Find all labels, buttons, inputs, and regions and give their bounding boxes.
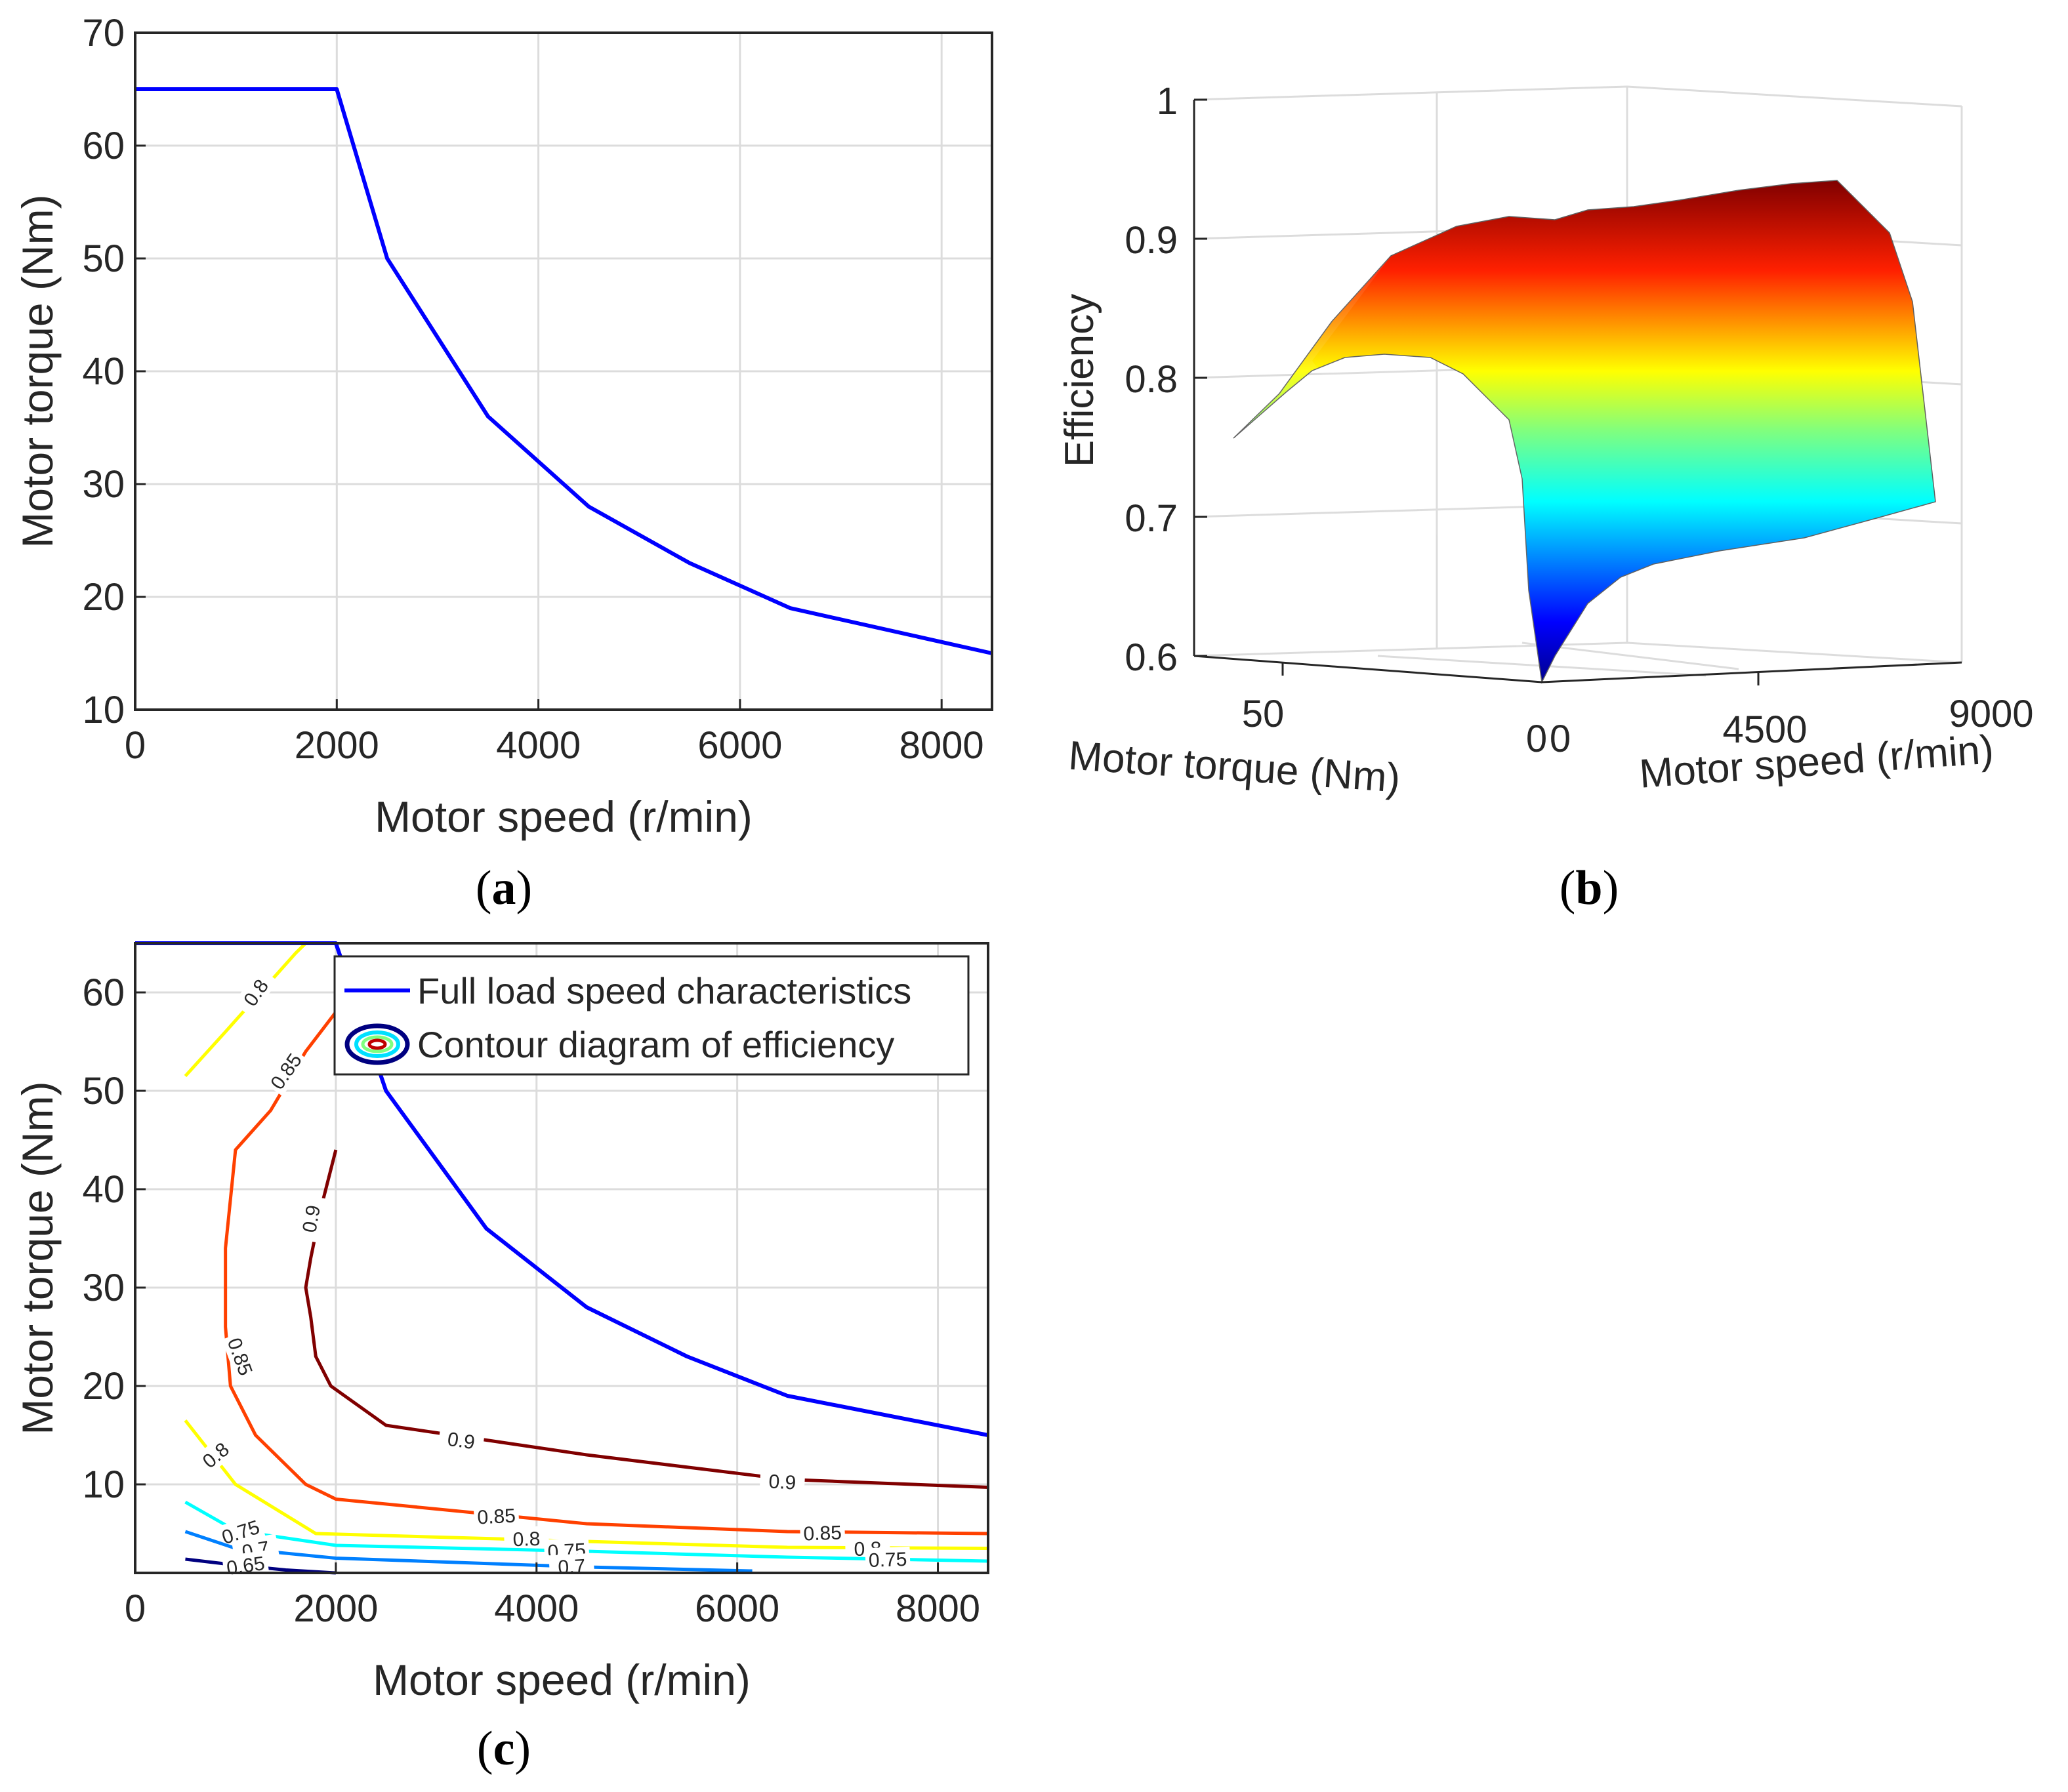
- contour-label-0.9: 0.9: [295, 1194, 327, 1243]
- contour-label-text: 0.85: [477, 1505, 516, 1528]
- panel-a-ytick-label: 50: [82, 237, 125, 280]
- contour-label-bg: [800, 1520, 846, 1545]
- panel-b-surface: [1233, 180, 1936, 684]
- panel-c-xtick-label: 8000: [896, 1587, 980, 1630]
- panel-a-ytick-label: 20: [82, 576, 125, 619]
- panel-b-z-ticks: [1194, 98, 1760, 685]
- contour-label-0.85: 0.85: [800, 1520, 846, 1545]
- panel-b-surface-chart: 0.6 0.7 0.8 0.9 1 Efficiency 50 0 0 4500…: [1057, 80, 2034, 915]
- panel-c-axes-box: [134, 942, 989, 1574]
- contour-label-bg: [190, 1431, 240, 1478]
- panel-b-y-axis: [1193, 655, 1542, 683]
- contour-label-bg: [473, 1503, 520, 1529]
- contour-line-0.8: [184, 1419, 989, 1550]
- contour-label-text: 0.9: [299, 1204, 325, 1234]
- contour-label-text: 0.9: [768, 1471, 796, 1494]
- panel-a-xtick-label: 4000: [496, 724, 581, 767]
- panel-c-ytick-label: 10: [82, 1463, 125, 1506]
- panel-a-ytick-label: 30: [82, 463, 125, 506]
- panel-a-ytick-label: 70: [82, 12, 125, 54]
- legend-contour-swatch: [344, 1023, 410, 1065]
- legend-entry-full-load: Full load speed characteristics: [417, 970, 911, 1011]
- panel-c-xtick-label: 6000: [695, 1587, 779, 1630]
- contour-label-0.9: 0.9: [437, 1425, 486, 1456]
- efficiency-surface-ridge-shade: [1233, 256, 1542, 682]
- panel-c-ticks: 0 2000 4000 6000 8000 10 20 30 40 50 60: [82, 971, 980, 1630]
- panel-b-x-axis: [1541, 661, 1962, 683]
- panel-b-z-label: Efficiency: [1057, 294, 1102, 467]
- panel-b-xtick-4500: 4500: [1722, 708, 1807, 751]
- contour-label-bg: [437, 1425, 486, 1456]
- efficiency-surface: [1233, 180, 1936, 684]
- panel-a-xtick-label: 6000: [697, 724, 782, 767]
- panel-b-ytick-0: 0: [1526, 718, 1547, 760]
- contour-label-0.85: 0.85: [473, 1503, 520, 1529]
- contour-label-bg: [263, 1046, 308, 1097]
- panel-b-ztick-0.6: 0.6: [1125, 636, 1178, 679]
- contour-label-bg: [233, 967, 278, 1018]
- panel-c-ytick-label: 50: [82, 1070, 125, 1112]
- legend-box: [333, 955, 970, 1076]
- panel-a-y-label: Motor torque (Nm): [13, 194, 62, 548]
- contour-label-text: 0.65: [225, 1553, 266, 1579]
- panel-a-xtick-label: 0: [125, 724, 146, 767]
- contour-label-bg: [295, 1194, 327, 1243]
- panel-a-line-chart: 0 2000 4000 6000 8000 10 20 30 40 50 60 70 Motor sp…: [13, 12, 993, 915]
- contour-label-0.8: 0.8: [503, 1526, 550, 1551]
- panel-a-caption: (a): [476, 861, 532, 915]
- contour-label-0.7: 0.7: [548, 1553, 595, 1579]
- contour-label-text: 0.7: [558, 1555, 586, 1578]
- panel-a-full-load-line: [135, 87, 993, 655]
- panel-b-ztick-0.7: 0.7: [1125, 497, 1178, 540]
- panel-c-contour-chart: 0.90.90.90.850.850.850.850.80.80.80.80.7…: [13, 941, 989, 1776]
- contour-label-bg: [865, 1546, 911, 1572]
- contour-label-bg: [222, 1331, 260, 1382]
- panel-b-ytick-50: 50: [1242, 693, 1285, 735]
- contour-label-text: 0.9: [446, 1429, 476, 1454]
- panel-c-caption: (c): [477, 1722, 531, 1776]
- contour-line-0.7: [184, 1530, 753, 1573]
- panel-b-ztick-1: 1: [1157, 80, 1178, 123]
- panel-a-grid: [134, 31, 992, 711]
- panel-b-xtick-9000: 9000: [1949, 693, 2033, 735]
- panel-b-xtick-0: 0: [1550, 718, 1571, 760]
- legend-entry-contour: Contour diagram of efficiency: [417, 1024, 894, 1065]
- panel-b-ztick-0.8: 0.8: [1125, 358, 1178, 401]
- panel-a-series: [135, 87, 993, 655]
- panel-b-ztick-0.9: 0.9: [1125, 219, 1178, 262]
- panel-c-legend: Full load speed characteristics Contour …: [333, 955, 970, 1076]
- contour-line-0.85: [224, 1011, 989, 1536]
- contour-label-bg: [759, 1468, 806, 1495]
- contour-label-bg: [503, 1526, 550, 1551]
- panel-c-x-label: Motor speed (r/min): [373, 1656, 751, 1704]
- panel-c-y-label: Motor torque (Nm): [13, 1081, 62, 1435]
- panel-c-xtick-label: 2000: [293, 1587, 378, 1630]
- panel-a-ytick-label: 10: [82, 689, 125, 731]
- panel-a-ticks: 0 2000 4000 6000 8000 10 20 30 40 50 60 70: [82, 12, 983, 767]
- panel-c-xtick-label: 0: [125, 1587, 146, 1630]
- contour-label-text: 0.85: [803, 1522, 842, 1545]
- panel-a-xtick-label: 2000: [295, 724, 379, 767]
- panel-b-caption: (b): [1560, 861, 1619, 915]
- panel-c-ytick-label: 40: [82, 1168, 125, 1211]
- panel-c-xtick-label: 4000: [494, 1587, 579, 1630]
- panel-c-ytick-label: 30: [82, 1267, 125, 1309]
- contour-label-bg: [215, 1513, 266, 1550]
- panel-a-xtick-label: 8000: [900, 724, 984, 767]
- contour-label-text: 0.8: [512, 1528, 541, 1551]
- contour-label-0.8: 0.8: [233, 967, 278, 1018]
- panel-a-x-label: Motor speed (r/min): [375, 792, 753, 841]
- contour-label-0.9: 0.9: [759, 1468, 806, 1495]
- panel-b-y-label: Motor torque (Nm): [1067, 733, 1401, 801]
- panel-c-ytick-label: 60: [82, 971, 125, 1014]
- panel-c-ytick-label: 20: [82, 1365, 125, 1408]
- panel-a-ytick-label: 60: [82, 125, 125, 167]
- panel-a-ytick-label: 40: [82, 350, 125, 393]
- contour-label-0.75: 0.75: [865, 1546, 911, 1572]
- contour-label-text: 0.75: [868, 1549, 907, 1572]
- panel-b-x-label: Motor speed (r/min): [1638, 727, 1995, 797]
